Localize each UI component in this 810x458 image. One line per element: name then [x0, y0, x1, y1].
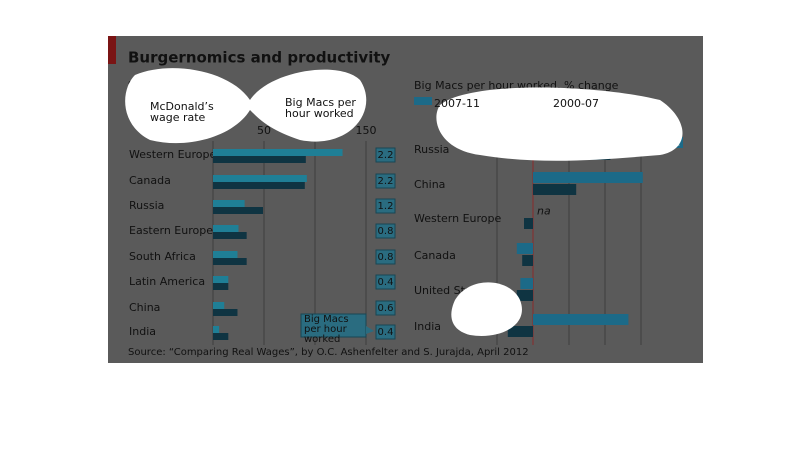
ratio-label: 0.6 [378, 303, 394, 314]
bar [213, 156, 306, 163]
category-label: Western Europe [129, 148, 217, 161]
ratio-box [375, 300, 396, 316]
bar [213, 258, 247, 265]
bar [213, 309, 238, 316]
category-label: India [414, 320, 441, 333]
bar [522, 255, 533, 266]
x-tick-label: 150 [356, 124, 377, 137]
occlusion [125, 68, 367, 144]
bar [520, 278, 533, 289]
ratio-label: 0.4 [378, 277, 394, 288]
bar [524, 218, 533, 229]
bar [516, 290, 533, 301]
bar [213, 225, 239, 232]
bar [213, 182, 305, 189]
bar [533, 172, 643, 183]
legend-label: McDonald’s wage rate [150, 100, 214, 124]
legend-label: Big Macs per hour worked [285, 96, 356, 120]
bar [533, 314, 629, 325]
ratio-label: 0.8 [378, 252, 394, 263]
category-label: Canada [129, 174, 171, 187]
category-label: Western Europe [414, 212, 502, 225]
bar [213, 326, 220, 333]
bar [213, 283, 229, 290]
legend-label: 2000-07 [553, 97, 599, 110]
category-label: South Africa [129, 250, 196, 263]
ratio-box [375, 249, 396, 265]
legend-label: 2007-11 [434, 97, 480, 110]
source: Source: “Comparing Real Wages”, by O.C. … [128, 347, 529, 358]
ratio-box [375, 173, 396, 189]
occlusion [436, 87, 683, 161]
ratio-box [375, 147, 396, 163]
bar [213, 175, 307, 182]
ratio-box [375, 223, 396, 239]
ratio-box [375, 324, 396, 340]
bar [533, 184, 577, 195]
category-label: Russia [414, 143, 449, 156]
bar [213, 333, 229, 340]
category-label: India [129, 325, 156, 338]
callout-label: Big Macs per hour worked [304, 314, 349, 345]
x-tick-label: 50 [257, 124, 271, 137]
value-label: na [537, 205, 551, 218]
callout-box [300, 313, 367, 338]
category-label: China [129, 301, 160, 314]
bar [213, 207, 263, 214]
category-label: China [414, 178, 445, 191]
bar [213, 149, 343, 156]
title: Burgernomics and productivity [128, 49, 391, 67]
ratio-box [375, 198, 396, 214]
ratio-label: 0.4 [378, 327, 394, 338]
ratio-label: 0.8 [378, 226, 394, 237]
callout-arrow [366, 326, 374, 334]
category-label: Eastern Europe [129, 224, 213, 237]
bar [213, 232, 247, 239]
ratio-label: 1.2 [378, 201, 394, 212]
bar [516, 243, 533, 254]
bar [213, 200, 245, 207]
accent-bar [108, 36, 116, 64]
occlusion [451, 282, 522, 336]
occlusions [125, 68, 683, 336]
category-label: Latin America [129, 275, 205, 288]
bar [213, 251, 238, 258]
category-label: Russia [129, 199, 164, 212]
ratio-box [375, 274, 396, 290]
bar [213, 276, 229, 283]
category-label: Canada [414, 249, 456, 262]
legend-swatch [414, 97, 432, 105]
ratio-label: 2.2 [378, 150, 394, 161]
ratio-label: 2.2 [378, 176, 394, 187]
bar [213, 302, 225, 309]
bar [507, 326, 533, 337]
